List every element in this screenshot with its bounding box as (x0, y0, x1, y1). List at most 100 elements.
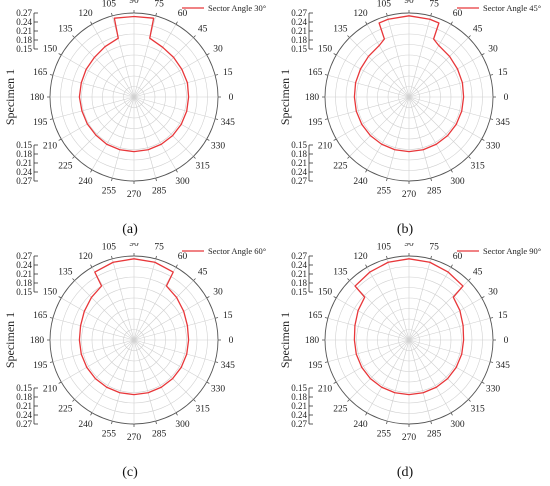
angle-label: 0 (504, 93, 509, 103)
series-line (353, 15, 465, 153)
angle-label: 15 (498, 68, 508, 78)
radial-tick-label: 0.21 (291, 401, 307, 411)
angle-tick (206, 296, 210, 299)
polar-chart: 0 15 30 45 60 75 90 105 120 135 150 165 180 195 210225… (3, 0, 266, 237)
legend-label: Sector Angle 30° (208, 3, 266, 13)
polar-spoke (366, 96, 410, 170)
angle-label: 300 (450, 420, 465, 430)
angle-labels: 0 15 30 45 60 75 90 105 120 135 150 165 180 195 210225… (305, 0, 510, 200)
polar-spoke (366, 339, 410, 413)
radial-tick-label: 0.18 (291, 278, 307, 288)
polar-spoke (349, 37, 410, 98)
angle-tick (450, 264, 453, 268)
legend: Sector Angle 45° (457, 3, 541, 13)
angle-tick (490, 361, 494, 363)
radial-axis-lower: 0.150.180.210.240.27 (16, 140, 38, 186)
polar-spoke (408, 339, 491, 363)
radial-tick-label: 0.18 (16, 149, 32, 159)
polar-spoke (408, 339, 452, 413)
angle-label: 270 (402, 190, 417, 200)
polar-grid (47, 10, 221, 184)
angle-label: 45 (198, 267, 208, 277)
angle-label: 135 (333, 267, 348, 277)
angle-tick (90, 21, 93, 25)
angle-label: 345 (496, 118, 511, 128)
angle-tick (324, 361, 328, 363)
angle-label: 105 (377, 243, 392, 252)
polar-spoke (408, 339, 432, 422)
series-line (353, 258, 465, 396)
angle-label: 105 (102, 243, 117, 252)
angle-label: 345 (221, 361, 236, 371)
polar-spoke (408, 339, 469, 400)
polar-spoke (408, 37, 469, 98)
polar-spoke (52, 96, 135, 120)
angle-label: 195 (308, 361, 323, 371)
polar-spoke (336, 339, 410, 383)
angle-label: 225 (58, 162, 73, 172)
angle-label: 150 (318, 288, 333, 298)
radial-tick-label: 0.21 (16, 158, 32, 168)
chart-panel-d: 0 15 30 45 60 75 90 105 120 135 150 165 180 195 210 225… (275, 243, 550, 486)
radial-tick-label: 0.18 (291, 35, 307, 45)
angle-label: 75 (429, 0, 439, 9)
angle-label: 135 (58, 24, 73, 34)
angle-tick (365, 169, 368, 173)
angle-label: 225 (58, 405, 73, 415)
angle-label: 15 (223, 311, 233, 321)
angle-tick (468, 399, 471, 402)
angle-label: 30 (488, 288, 498, 298)
polar-spoke (52, 339, 135, 363)
angle-label: 150 (318, 45, 333, 55)
polar-spoke (386, 96, 410, 179)
polar-grid (47, 253, 221, 427)
polar-chart: 0 15 30 45 60 75 90 105 120 135 150 165 180 195 210225… (3, 243, 266, 480)
angle-label: 105 (377, 0, 392, 9)
radial-tick-label: 0.27 (291, 419, 307, 429)
angle-label: 60 (178, 9, 188, 19)
angle-label: 300 (450, 177, 465, 187)
angle-tick (215, 317, 219, 319)
angle-tick (72, 35, 75, 38)
polar-spoke (366, 24, 410, 98)
radial-tick-label: 0.27 (291, 8, 307, 18)
angle-tick (193, 156, 196, 159)
angle-label: 240 (353, 177, 368, 187)
angle-tick (111, 255, 113, 259)
angle-label: 165 (308, 68, 323, 78)
polar-spoke (408, 15, 432, 98)
polar-spoke (327, 96, 410, 120)
polar-spoke (408, 54, 482, 98)
radial-axis-lower: 0.150.180.210.240.27 (16, 383, 38, 429)
angle-tick (365, 21, 368, 25)
angle-tick (333, 53, 337, 56)
angle-label: 285 (427, 187, 442, 197)
polar-spoke (408, 339, 482, 383)
radial-tick-label: 0.27 (291, 176, 307, 186)
angle-tick (193, 35, 196, 38)
angle-label: 30 (213, 288, 223, 298)
polar-spoke (133, 96, 216, 120)
radial-tick-label: 0.24 (291, 410, 307, 420)
angle-tick (49, 361, 53, 363)
angle-tick (481, 53, 485, 56)
angle-tick (450, 412, 453, 416)
polar-spoke (52, 317, 135, 341)
angle-label: 135 (58, 267, 73, 277)
y-axis-label: Specimen 1 (278, 312, 292, 368)
angle-tick (49, 317, 53, 319)
angle-tick (72, 156, 75, 159)
angle-label: 285 (152, 187, 167, 197)
angle-tick (347, 156, 350, 159)
panel-caption: (d) (397, 465, 414, 480)
radial-tick-label: 0.21 (291, 26, 307, 36)
polar-spoke (61, 54, 135, 98)
angle-label: 285 (152, 430, 167, 440)
angle-tick (490, 118, 494, 120)
polar-spoke (91, 96, 135, 170)
polar-spoke (133, 339, 207, 383)
angle-label: 270 (127, 190, 142, 200)
angle-tick (58, 381, 62, 384)
angle-tick (347, 35, 350, 38)
angle-tick (193, 399, 196, 402)
